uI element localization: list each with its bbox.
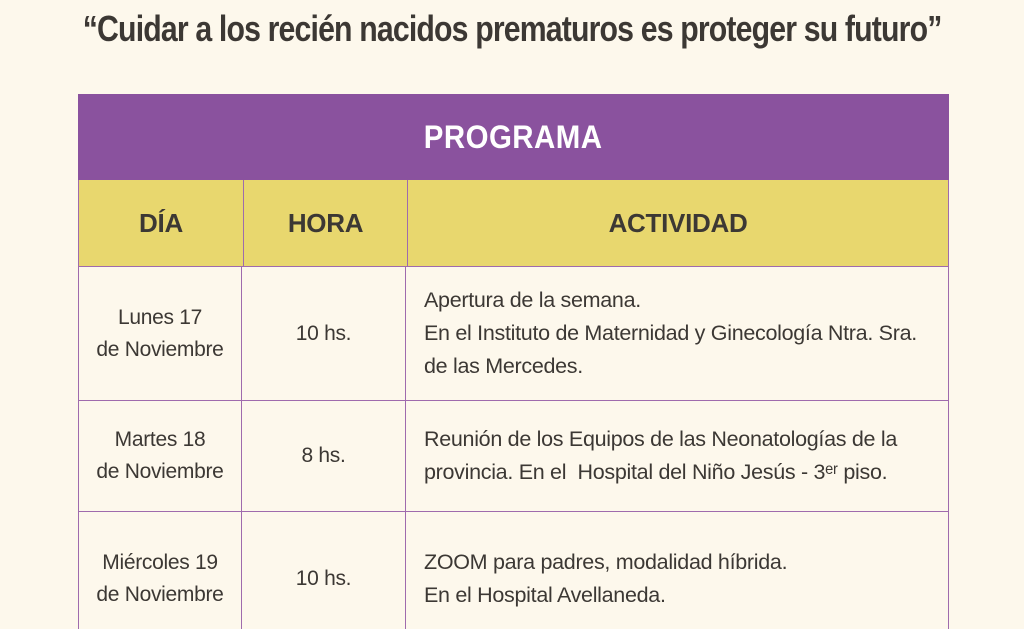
- column-header-dia: DÍA: [139, 207, 183, 238]
- hora-value: 10 hs.: [295, 321, 352, 345]
- activity-line: Apertura de la semana.: [424, 288, 641, 312]
- hora-cell: 10 hs.: [242, 512, 406, 629]
- day-cell: Miércoles 19 de Noviembre: [78, 512, 242, 629]
- activity-line: de las Mercedes.: [424, 354, 583, 378]
- quote-text: “Cuidar a los recién nacidos prematuros …: [82, 8, 943, 49]
- table-row-martes-18: Martes 18 de Noviembre 8 hs. Reunión de …: [78, 400, 949, 511]
- table-header-row: DÍA HORA ACTIVIDAD: [78, 180, 949, 266]
- program-table: PROGRAMA DÍA HORA ACTIVIDAD Lunes 17 de …: [78, 94, 949, 629]
- activity-cell: Reunión de los Equipos de las Neonatolog…: [406, 401, 949, 511]
- activity-line: ZOOM para padres, modalidad híbrida.: [424, 550, 788, 574]
- day-line: Martes 18: [114, 428, 206, 451]
- day-line: Lunes 17: [117, 305, 202, 329]
- hora-value: 8 hs.: [301, 444, 346, 467]
- table-title: PROGRAMA: [424, 118, 603, 155]
- hora-value: 10 hs.: [295, 567, 352, 590]
- table-row-miercoles-19: Miércoles 19 de Noviembre 10 hs. ZOOM pa…: [78, 511, 949, 629]
- table-title-bar: PROGRAMA: [78, 94, 949, 180]
- activity-cell: Apertura de la semana. En el Instituto d…: [406, 267, 949, 400]
- activity-cell: ZOOM para padres, modalidad híbrida. En …: [406, 512, 949, 629]
- column-header-hora: HORA: [243, 180, 407, 266]
- day-line: Miércoles 19: [102, 551, 218, 574]
- column-header-actividad: ACTIVIDAD: [407, 180, 948, 266]
- table-row-lunes-17: Lunes 17 de Noviembre 10 hs. Apertura de…: [78, 266, 949, 400]
- hora-cell: 8 hs.: [242, 401, 406, 511]
- day-cell: Martes 18 de Noviembre: [78, 401, 242, 511]
- day-cell: Lunes 17 de Noviembre: [78, 267, 242, 400]
- day-line: de Noviembre: [96, 583, 224, 606]
- activity-line: En el Instituto de Maternidad y Ginecolo…: [424, 321, 917, 345]
- day-line: de Noviembre: [96, 460, 224, 483]
- hora-cell: 10 hs.: [242, 267, 406, 400]
- activity-line: En el Hospital Avellaneda.: [424, 583, 666, 607]
- header-quote: “Cuidar a los recién nacidos prematuros …: [0, 8, 1024, 50]
- activity-line: Reunión de los Equipos de las Neonatolog…: [424, 427, 897, 451]
- day-line: de Noviembre: [96, 337, 224, 361]
- activity-line: provincia. En el Hospital del Niño Jesús…: [424, 460, 888, 484]
